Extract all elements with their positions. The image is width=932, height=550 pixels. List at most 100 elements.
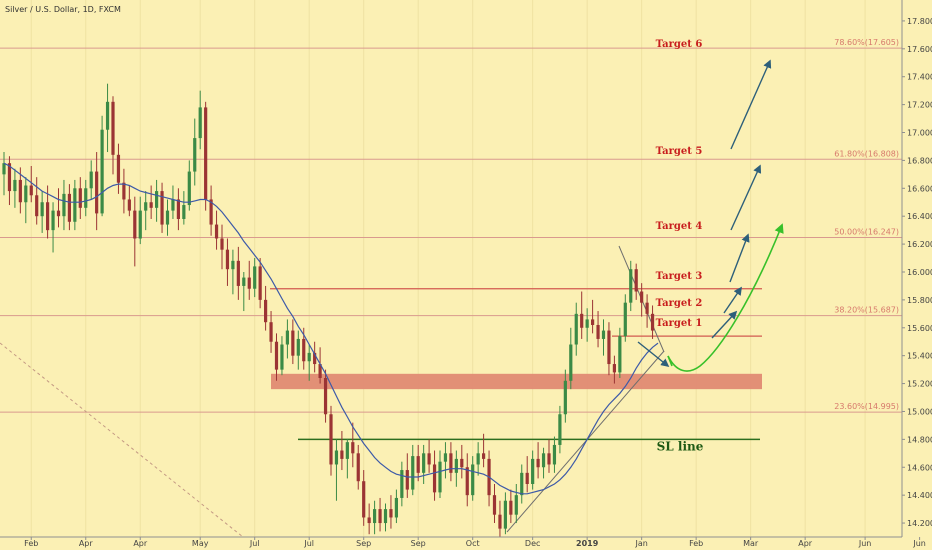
y-tick-label: 14.200 — [907, 519, 932, 528]
candle — [378, 497, 382, 532]
fib-level-label: 38.20%(15.687) — [834, 306, 899, 315]
candle-body — [503, 500, 507, 529]
candle — [214, 210, 219, 250]
candle — [607, 322, 611, 376]
candle — [569, 327, 573, 390]
candle-body — [171, 199, 175, 211]
candle — [601, 319, 606, 356]
moving-average-line — [3, 162, 659, 495]
candle-body — [367, 517, 371, 524]
candle-body — [122, 182, 126, 200]
candle — [56, 188, 61, 228]
target-label: Target 4 — [656, 221, 703, 232]
candle — [405, 453, 409, 498]
candle — [165, 199, 170, 236]
candle — [105, 83, 110, 153]
x-tick-label: Oct — [466, 539, 480, 548]
candle — [253, 258, 257, 298]
candle — [144, 191, 148, 231]
candle — [492, 483, 497, 524]
candle-body — [182, 205, 186, 219]
y-tick-label: 17.400 — [907, 73, 932, 82]
candle-body — [89, 171, 93, 189]
candle-body — [640, 291, 644, 303]
candle — [645, 294, 649, 328]
candle-body — [209, 199, 213, 225]
x-tick-label: Jul — [303, 539, 314, 548]
candle-body — [389, 509, 393, 518]
y-tick-label: 15.600 — [907, 324, 932, 333]
projection-arrow — [711, 310, 738, 339]
candle-body — [520, 472, 524, 496]
candle — [62, 179, 66, 231]
candle — [585, 308, 589, 342]
y-tick-label: 16.800 — [907, 156, 932, 165]
candle — [40, 191, 44, 233]
candle-body — [231, 260, 235, 270]
candle-body — [323, 377, 328, 415]
fib-levels: 78.60%(17.605) 61.80%(16.808) 50.00%(16.24… — [0, 38, 902, 413]
chart-title: Silver / U.S. Dollar, 1D, FXCM — [5, 5, 121, 14]
candle — [291, 319, 295, 365]
candle-body — [465, 467, 469, 496]
candle-body — [482, 453, 486, 459]
candle-body — [144, 202, 148, 211]
candle — [84, 179, 88, 217]
y-tick-label: 16.000 — [907, 268, 932, 277]
candle-body — [623, 302, 627, 337]
candle — [122, 168, 126, 214]
candle-body — [476, 453, 480, 465]
candle-body — [650, 313, 655, 331]
x-tick-label: Dec — [525, 539, 540, 548]
candle — [536, 442, 540, 479]
candle-body — [274, 341, 279, 370]
candle — [51, 202, 55, 253]
y-tick-label: 15.200 — [907, 380, 932, 389]
candle — [541, 447, 546, 479]
candle — [78, 177, 82, 219]
x-tick-label: Sep — [356, 539, 371, 548]
candle-body — [634, 269, 638, 292]
candle — [449, 442, 453, 482]
candle — [209, 185, 213, 236]
candle-body — [160, 191, 164, 225]
candle — [351, 422, 355, 468]
y-axis-panel — [902, 0, 932, 550]
candle-body — [607, 330, 611, 365]
candle — [389, 495, 393, 529]
candle-body — [291, 330, 295, 356]
candle — [160, 182, 164, 233]
x-tick-label: Apr — [798, 539, 813, 548]
y-tick-label: 16.200 — [907, 240, 932, 249]
candle — [318, 347, 322, 384]
x-tick-label: Mar — [743, 539, 759, 548]
candle — [640, 283, 644, 317]
fib-level-label: 78.60%(17.605) — [834, 38, 899, 47]
candle-body — [618, 336, 622, 373]
candle-body — [40, 202, 44, 217]
candle-body — [362, 481, 366, 518]
candle-body — [84, 188, 88, 208]
y-tick-label: 15.400 — [907, 352, 932, 361]
candle — [95, 152, 99, 231]
candle-body — [7, 163, 12, 192]
candle — [73, 179, 77, 231]
candle-body — [378, 509, 382, 524]
candle — [285, 319, 289, 359]
candle-body — [51, 210, 55, 231]
candle — [2, 152, 6, 196]
candle — [13, 168, 17, 208]
candle-body — [558, 414, 562, 445]
candle — [269, 311, 273, 353]
candle-body — [525, 472, 529, 484]
candle — [427, 439, 431, 473]
candle — [362, 470, 366, 526]
candle-body — [236, 260, 240, 286]
candle — [465, 453, 469, 507]
fib-level-label: 61.80%(16.808) — [834, 149, 899, 158]
sl-line-label: SL line — [657, 439, 704, 453]
candle-body — [394, 497, 398, 518]
candle-body — [269, 322, 273, 342]
